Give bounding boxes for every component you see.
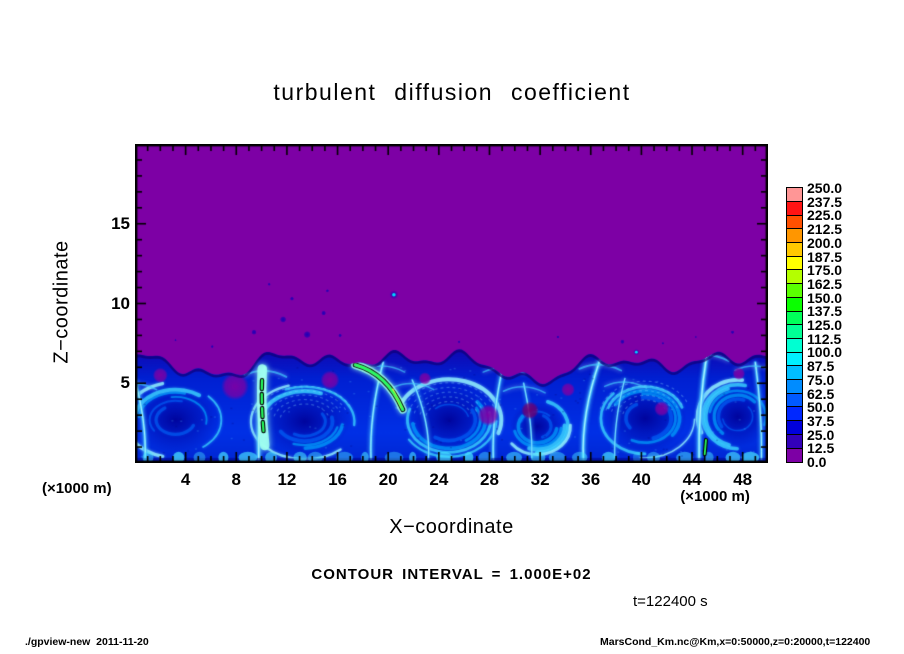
x-tick-label: 32 bbox=[530, 470, 550, 489]
x-tick-label: 44 bbox=[682, 470, 702, 489]
colorbar-tick-label: 100.0 bbox=[807, 344, 843, 361]
footer-command-date: ./gpview-new 2011-11-20 bbox=[25, 636, 149, 648]
colorbar-cell bbox=[786, 447, 803, 463]
colorbar-tick-label: 25.0 bbox=[807, 426, 835, 443]
colorbar-tick-label: 37.5 bbox=[807, 412, 835, 429]
colorbar-tick-label: 150.0 bbox=[807, 289, 843, 306]
x-tick-label: 36 bbox=[581, 470, 601, 489]
x-tick-label: 24 bbox=[429, 470, 449, 489]
x-tick-label: 12 bbox=[277, 470, 297, 489]
x-axis-label: X−coordinate bbox=[389, 516, 514, 538]
x-tick-label: 16 bbox=[328, 470, 347, 489]
footer-dataset-info: MarsCond_Km.nc@Km,x=0:50000,z=0:20000,t=… bbox=[600, 636, 871, 648]
colorbar-tick-label: 50.0 bbox=[807, 399, 835, 416]
x-tick-label: 20 bbox=[378, 470, 398, 489]
colorbar-tick-label: 62.5 bbox=[807, 385, 835, 402]
colorbar-labels: 250.0 237.5 225.0 212.5 200.0 187.5 175.0 162.5… bbox=[807, 180, 867, 470]
colorbar-tick-label: 225.0 bbox=[807, 207, 843, 224]
colorbar-tick-label: 137.5 bbox=[807, 303, 843, 320]
time-annotation: t=122400 s bbox=[633, 593, 708, 610]
colorbar-tick-label: 12.5 bbox=[807, 440, 835, 457]
colorbar-tick-label: 162.5 bbox=[807, 275, 843, 292]
x-tick-label: 40 bbox=[631, 470, 651, 489]
colorbar-tick-label: 75.0 bbox=[807, 371, 835, 388]
colorbar-tick-label: 200.0 bbox=[807, 234, 843, 251]
x-tick-label: 8 bbox=[231, 470, 241, 489]
colorbar-tick-label: 112.5 bbox=[807, 330, 842, 347]
colorbar-tick-label: 0.0 bbox=[807, 454, 827, 470]
colorbar-tick-label: 125.0 bbox=[807, 317, 843, 333]
colorbar bbox=[786, 187, 803, 463]
field-plot-canvas bbox=[135, 144, 768, 463]
y-tick-label: 15 bbox=[111, 213, 130, 233]
x-axis-units: (×1000 m) bbox=[680, 488, 750, 505]
y-tick-label: 10 bbox=[111, 293, 130, 313]
colorbar-tick-label: 187.5 bbox=[807, 248, 843, 265]
plot-title: turbulent diffusion coefficient bbox=[273, 79, 631, 105]
x-tick-label: 28 bbox=[480, 470, 499, 489]
x-tick-label: 4 bbox=[180, 470, 191, 489]
colorbar-tick-label: 87.5 bbox=[807, 358, 835, 375]
y-tick-label: 5 bbox=[120, 373, 130, 393]
contour-interval-note: CONTOUR INTERVAL = 1.000E+02 bbox=[311, 566, 592, 583]
colorbar-tick-label: 250.0 bbox=[807, 180, 843, 196]
x-tick-label: 48 bbox=[733, 470, 753, 489]
colorbar-tick-label: 237.5 bbox=[807, 193, 843, 210]
y-axis-units: (×1000 m) bbox=[42, 480, 112, 497]
colorbar-tick-label: 175.0 bbox=[807, 262, 843, 279]
y-axis-label: Z−coordinate bbox=[50, 240, 73, 364]
colorbar-tick-label: 212.5 bbox=[807, 221, 843, 238]
